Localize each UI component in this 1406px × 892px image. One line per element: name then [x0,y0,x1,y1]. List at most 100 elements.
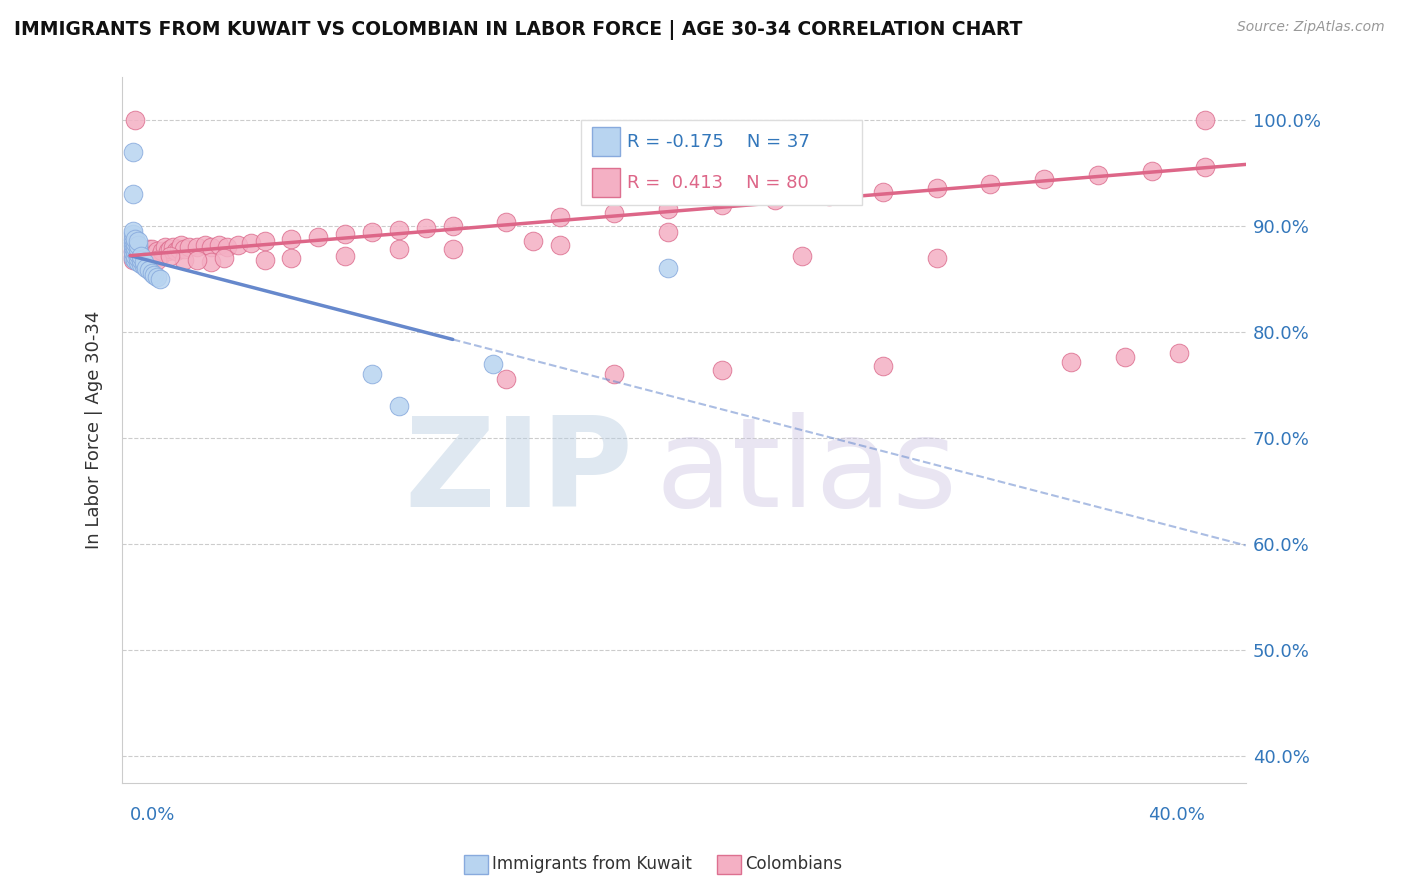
Point [657,261,679,276]
Point [194,238,217,252]
Point [253,234,276,248]
Text: IMMIGRANTS FROM KUWAIT VS COLOMBIAN IN LABOR FORCE | AGE 30-34 CORRELATION CHART: IMMIGRANTS FROM KUWAIT VS COLOMBIAN IN L… [14,20,1022,39]
Point [253,252,276,267]
Point [127,244,149,259]
Point [127,249,149,263]
Point [657,225,679,239]
Point [215,240,238,254]
Point [167,242,190,256]
Point [121,227,143,242]
Point [200,255,222,269]
Point [872,185,894,199]
Point [121,240,143,254]
Point [124,235,146,250]
Point [388,223,411,237]
Point [170,238,193,252]
Point [1060,354,1083,368]
Point [186,240,208,254]
Point [129,257,152,271]
Point [335,227,357,242]
Point [150,244,173,259]
Point [1033,172,1056,186]
Point [127,255,149,269]
Point [159,249,181,263]
Point [1087,168,1109,182]
Point [388,242,411,256]
Point [307,229,329,244]
Point [143,268,166,282]
Point [872,359,894,373]
Point [156,244,179,259]
Text: Colombians: Colombians [745,855,842,873]
Point [153,240,176,254]
Point [548,211,571,225]
Point [124,252,146,267]
Point [979,177,1001,191]
Point [127,234,149,248]
Text: R =  0.413    N = 80: R = 0.413 N = 80 [627,174,808,192]
Point [141,266,163,280]
Point [129,252,152,267]
Point [141,246,163,260]
Point [1167,346,1189,360]
Point [121,251,143,265]
Point [335,249,357,263]
Point [159,242,181,256]
Point [522,234,544,248]
Point [226,238,249,252]
Point [121,234,143,248]
Point [124,244,146,259]
Point [121,230,143,244]
Point [121,224,143,238]
Point [132,249,155,263]
Point [280,232,302,246]
Point [121,145,143,159]
Point [710,363,733,377]
Point [200,240,222,254]
Point [495,215,517,229]
Point [548,238,571,252]
Point [361,225,384,239]
Point [138,246,160,260]
Point [280,251,302,265]
Point [127,242,149,256]
Point [127,238,149,252]
Point [1114,351,1136,365]
Point [763,194,786,208]
Point [129,249,152,263]
Text: Immigrants from Kuwait: Immigrants from Kuwait [492,855,692,873]
Point [173,252,195,267]
Point [415,221,437,235]
Point [162,240,184,254]
Point [603,368,626,382]
Point [149,249,172,263]
Point [149,272,172,286]
Point [143,246,166,260]
Point [121,249,143,263]
Text: 40.0%: 40.0% [1149,806,1205,824]
Point [146,252,169,267]
Point [127,251,149,265]
Point [441,242,464,256]
Point [132,259,155,273]
Point [124,240,146,254]
Point [925,180,948,194]
Point [132,255,155,269]
Text: Source: ZipAtlas.com: Source: ZipAtlas.com [1237,20,1385,34]
Point [165,244,187,259]
Point [1194,112,1216,127]
Text: atlas: atlas [655,412,957,533]
Point [135,261,157,276]
Point [141,242,163,256]
Point [138,263,160,277]
Point [441,219,464,233]
Point [657,202,679,216]
Point [240,235,263,250]
Point [186,252,208,267]
Point [710,198,733,212]
Point [127,246,149,260]
Point [124,112,146,127]
Point [792,249,814,263]
Point [388,399,411,413]
Text: R = -0.175    N = 37: R = -0.175 N = 37 [627,133,810,151]
